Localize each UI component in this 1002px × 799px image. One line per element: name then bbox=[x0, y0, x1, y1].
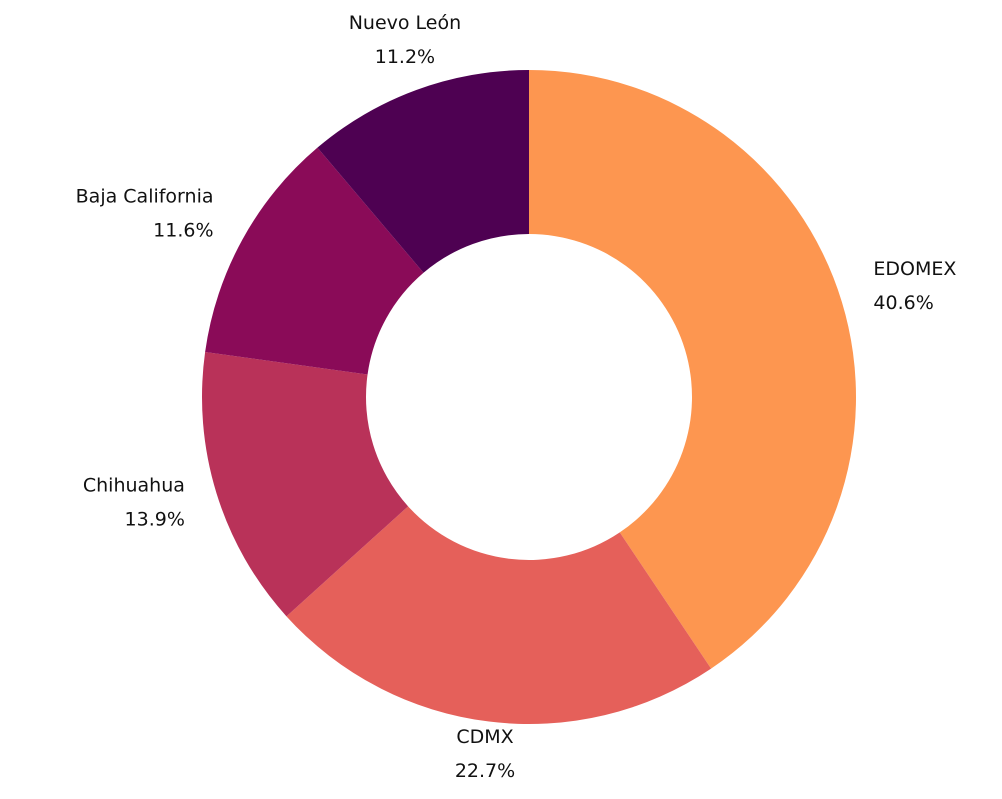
slice-value-label: 22.7% bbox=[455, 760, 515, 782]
slice-value-label: 11.2% bbox=[375, 46, 435, 68]
donut-slice bbox=[529, 70, 857, 669]
donut-slice bbox=[286, 506, 712, 725]
slice-label: Nuevo León bbox=[349, 12, 461, 34]
donut-slice bbox=[317, 69, 529, 273]
slice-value-label: 11.6% bbox=[153, 219, 213, 241]
slice-label: Baja California bbox=[76, 185, 214, 207]
slice-value-label: 13.9% bbox=[125, 508, 185, 530]
slice-label: CDMX bbox=[456, 726, 513, 748]
slice-label: Chihuahua bbox=[83, 474, 185, 496]
slice-label: EDOMEX bbox=[873, 258, 956, 280]
donut-slice bbox=[202, 351, 409, 617]
donut-slice bbox=[205, 147, 424, 375]
slice-value-label: 40.6% bbox=[873, 292, 933, 314]
